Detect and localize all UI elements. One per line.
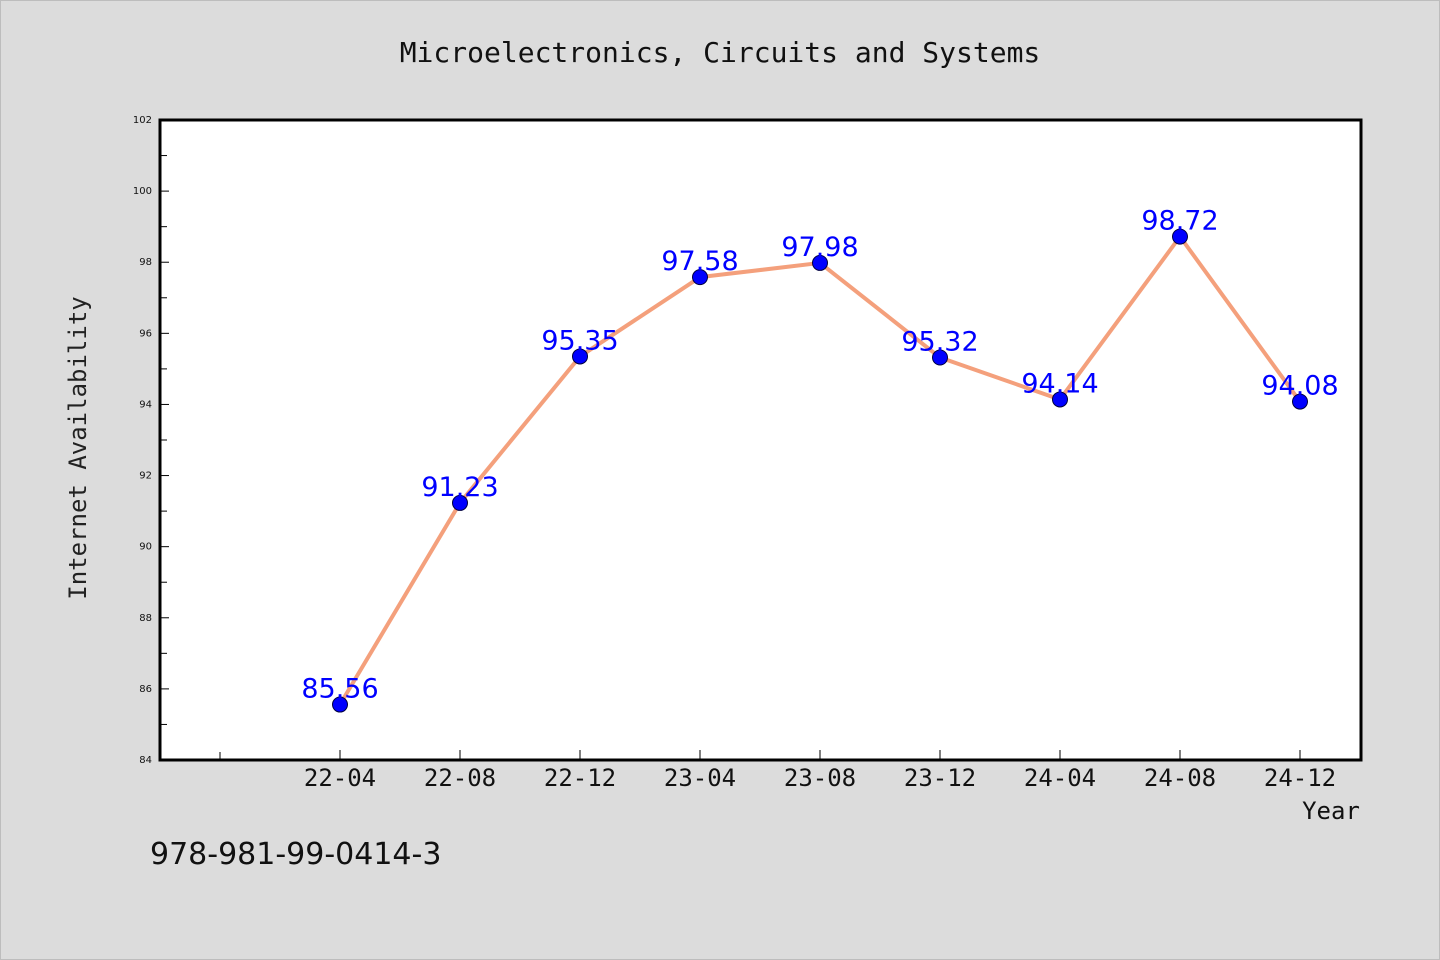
y-tick-label: 84 bbox=[139, 755, 152, 766]
x-tick-label: 24-04 bbox=[1024, 764, 1096, 792]
data-point bbox=[1172, 228, 1188, 245]
data-label: 98.72 bbox=[1141, 206, 1218, 237]
plot-background bbox=[160, 120, 1361, 760]
data-point bbox=[932, 349, 948, 366]
y-axis-label: Internet Availability bbox=[64, 296, 92, 599]
data-label: 97.98 bbox=[781, 232, 858, 263]
y-tick-label: 86 bbox=[139, 684, 152, 695]
data-point bbox=[812, 254, 828, 271]
data-label: 85.56 bbox=[301, 674, 378, 705]
data-label: 91.23 bbox=[421, 472, 498, 503]
y-tick-label: 94 bbox=[139, 399, 152, 410]
x-axis-label: Year bbox=[1302, 797, 1360, 825]
y-tick-label: 98 bbox=[139, 257, 152, 268]
y-tick-label: 92 bbox=[139, 471, 152, 482]
isbn-annotation: 978-981-99-0414-3 bbox=[150, 837, 441, 872]
data-label: 94.08 bbox=[1261, 371, 1338, 402]
data-point bbox=[1292, 393, 1308, 410]
data-label: 94.14 bbox=[1021, 368, 1098, 399]
data-label: 95.32 bbox=[901, 327, 978, 358]
data-point bbox=[332, 696, 348, 713]
data-point bbox=[572, 348, 588, 365]
y-tick-label: 88 bbox=[139, 613, 152, 624]
plot-area: 84 86 88 90 92 94 96 98 100 102 22-04 22-08 22-12 23-… bbox=[133, 115, 1363, 792]
y-tick-label: 100 bbox=[133, 186, 152, 197]
x-tick-label: 22-04 bbox=[304, 764, 376, 792]
x-tick-label: 22-08 bbox=[424, 764, 496, 792]
x-tick-label: 22-12 bbox=[544, 764, 616, 792]
x-tick-label: 23-04 bbox=[664, 764, 736, 792]
data-point bbox=[1052, 391, 1068, 408]
data-point bbox=[692, 269, 708, 286]
plot-frame bbox=[158, 118, 1363, 762]
data-label: 97.58 bbox=[661, 246, 738, 277]
x-tick-label: 24-08 bbox=[1144, 764, 1216, 792]
data-point bbox=[452, 494, 468, 511]
y-tick-label: 90 bbox=[139, 542, 152, 553]
x-tick-label: 24-12 bbox=[1264, 764, 1336, 792]
data-label: 95.35 bbox=[541, 325, 618, 356]
x-tick-label: 23-08 bbox=[784, 764, 856, 792]
y-tick-label: 102 bbox=[133, 115, 152, 126]
chart-title: Microelectronics, Circuits and Systems bbox=[400, 36, 1041, 69]
x-tick-label: 23-12 bbox=[904, 764, 976, 792]
y-tick-label: 96 bbox=[139, 328, 152, 339]
